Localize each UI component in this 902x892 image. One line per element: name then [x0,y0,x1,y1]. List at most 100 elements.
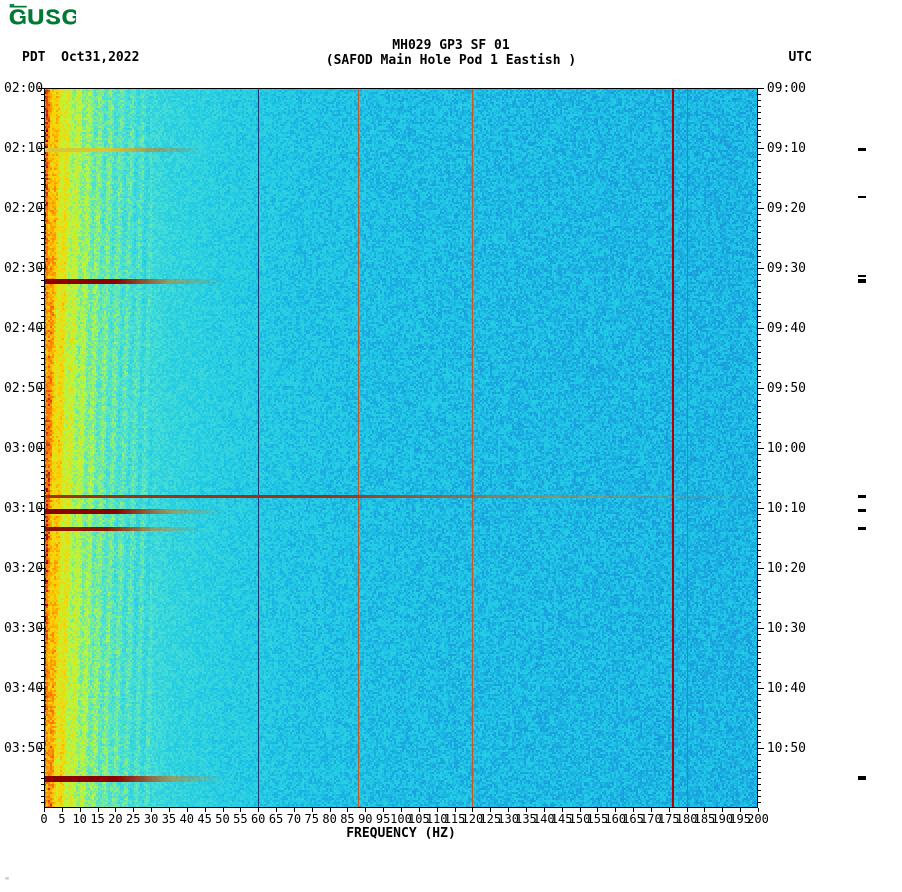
y-tick [758,412,761,413]
y-right-label: 10:00 [767,441,806,456]
y-tick [41,538,44,539]
y-tick [758,226,761,227]
event-marker [858,509,866,512]
y-tick [758,544,761,545]
y-tick [758,514,761,515]
y-tick [41,670,44,671]
y-tick [758,148,764,149]
y-tick [41,244,44,245]
y-tick [758,346,761,347]
y-right-label: 10:30 [767,621,806,636]
y-tick [758,250,761,251]
y-tick [38,688,44,689]
x-label: 25 [126,812,140,826]
y-tick [41,100,44,101]
y-tick [758,556,761,557]
y-tick [41,544,44,545]
y-tick [41,556,44,557]
y-tick [41,250,44,251]
y-tick [758,238,761,239]
y-tick [41,598,44,599]
y-tick [41,154,44,155]
y-tick [758,448,764,449]
y-tick [41,118,44,119]
y-tick [41,676,44,677]
y-tick [41,592,44,593]
y-tick [41,664,44,665]
y-tick [758,442,761,443]
x-label: 40 [180,812,194,826]
y-tick [38,568,44,569]
y-tick [41,340,44,341]
y-tick [41,712,44,713]
y-tick [41,214,44,215]
y-tick [758,130,761,131]
y-tick [758,640,761,641]
y-tick [758,178,761,179]
y-tick [41,724,44,725]
y-tick [41,760,44,761]
y-tick [41,640,44,641]
y-tick [758,736,761,737]
y-tick [41,130,44,131]
y-tick [41,700,44,701]
y-tick [41,772,44,773]
y-tick [758,700,761,701]
y-tick [758,430,761,431]
y-tick [41,124,44,125]
usgs-logo [8,4,76,33]
spectral-line-180hz [687,88,688,808]
y-tick [758,202,761,203]
y-tick [758,100,761,101]
y-tick [758,136,761,137]
event-marker [858,148,866,151]
y-tick [758,580,761,581]
y-tick [41,520,44,521]
y-tick [41,184,44,185]
y-tick [41,274,44,275]
y-tick [41,178,44,179]
y-tick [758,292,761,293]
y-tick [758,184,761,185]
y-tick [758,214,761,215]
y-tick [758,298,761,299]
y-tick [758,106,761,107]
y-tick [41,292,44,293]
y-tick [758,508,764,509]
y-tick [41,706,44,707]
event-marker [858,527,866,530]
y-tick [758,718,761,719]
y-tick [41,226,44,227]
y-tick [758,388,764,389]
y-tick [758,706,761,707]
y-right-label: 09:20 [767,201,806,216]
y-tick [41,754,44,755]
y-tick [41,418,44,419]
right-tz-label: UTC [789,50,812,65]
y-tick [38,508,44,509]
y-tick [758,400,761,401]
y-tick [41,580,44,581]
y-tick [41,766,44,767]
x-label: 80 [322,812,336,826]
y-tick [758,586,761,587]
y-tick [758,88,764,89]
spectrogram-plot [44,88,758,808]
y-tick [758,424,761,425]
y-tick [41,730,44,731]
y-tick [758,280,761,281]
y-tick [758,730,761,731]
y-tick [758,592,761,593]
y-tick [41,454,44,455]
x-label: 5 [58,812,65,826]
x-label: 50 [215,812,229,826]
spectral-line-176hz [672,88,674,808]
y-tick [758,766,761,767]
y-tick [41,610,44,611]
y-tick [41,394,44,395]
y-tick [41,778,44,779]
y-tick [758,628,764,629]
y-tick [41,316,44,317]
y-tick [41,112,44,113]
x-label: 55 [233,812,247,826]
